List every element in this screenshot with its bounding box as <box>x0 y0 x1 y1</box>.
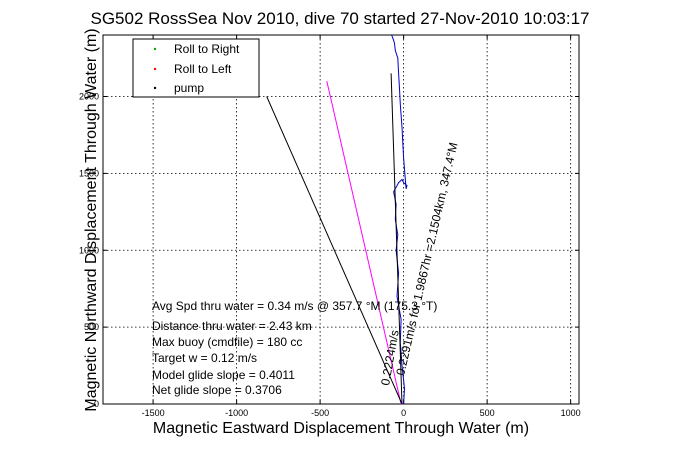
x-tick-label: 1000 <box>561 408 581 418</box>
legend-label-roll-left: Roll to Left <box>174 62 232 76</box>
annotation-model-glide-slope: Model glide slope = 0.4011 <box>152 368 295 382</box>
y-tick-label: 1500 <box>79 168 99 178</box>
y-tick-label: 500 <box>84 322 99 332</box>
annotation-net-glide-slope: Net glide slope = 0.3706 <box>152 383 282 397</box>
legend-label-roll-right: Roll to Right <box>174 42 240 56</box>
series-black-near-vertical-line <box>390 73 403 405</box>
legend-marker-pump <box>153 86 157 90</box>
annotation-max-buoy: Max buoy (cmdfile) = 180 cc <box>152 335 302 349</box>
y-tick-label: 2000 <box>79 92 99 102</box>
y-tick-label: 1000 <box>79 245 99 255</box>
annotation-target-w: Target w = 0.12 m/s <box>152 351 257 365</box>
x-axis-label: Magnetic Eastward Displacement Through W… <box>153 420 529 437</box>
x-tick-label: -1000 <box>225 408 248 418</box>
series-magenta-line <box>326 80 402 405</box>
chart-title: SG502 RossSea Nov 2010, dive 70 started … <box>91 9 590 28</box>
legend-marker-roll-right <box>153 47 157 51</box>
x-tick-label: -1500 <box>142 408 165 418</box>
series-black-line <box>266 96 403 405</box>
x-tick-label: -500 <box>311 408 329 418</box>
y-axis-ticks: 0 500 1000 1500 2000 <box>79 92 579 409</box>
legend: Roll to Right Roll to Left pump <box>132 38 260 98</box>
x-axis-ticks: -1500 -1000 -500 0 500 1000 <box>142 35 581 418</box>
plot-frame <box>102 34 580 405</box>
series-layer <box>266 34 408 405</box>
x-tick-label: 500 <box>480 408 495 418</box>
y-tick-label: 0 <box>94 399 99 409</box>
annotation-distance: Distance thru water = 2.43 km <box>152 319 312 333</box>
legend-label-pump: pump <box>174 81 204 95</box>
legend-marker-roll-left <box>153 67 157 71</box>
annotation-avg-speed: Avg Spd thru water = 0.34 m/s @ 357.7 °M… <box>152 299 437 313</box>
x-tick-label: 0 <box>401 408 406 418</box>
y-axis-label: Magnetic Northward Displacement Through … <box>83 28 100 411</box>
